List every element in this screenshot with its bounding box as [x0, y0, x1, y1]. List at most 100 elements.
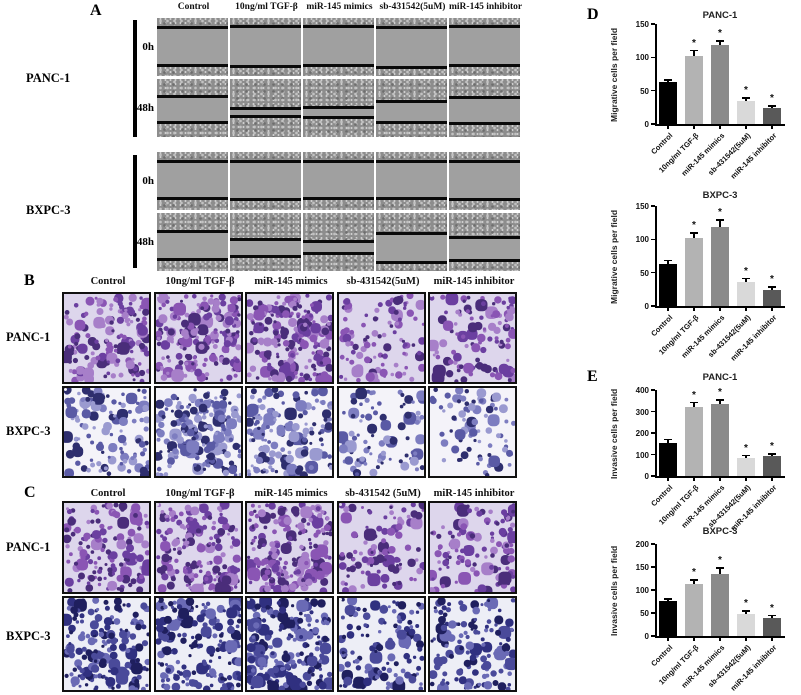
panc1-bracket [133, 20, 137, 137]
error-bar-cap [768, 105, 776, 107]
significance-star: * [718, 387, 722, 399]
wound-edge-line [303, 197, 374, 200]
chart-title: BXPC-3 [702, 190, 738, 201]
stained-cells-texture [430, 503, 433, 506]
cell-layer-bottom [449, 201, 520, 210]
error-bar-stem [719, 568, 721, 574]
x-axis [655, 124, 785, 126]
invasion-image [62, 501, 151, 594]
y-tick-label: 150 [635, 20, 649, 29]
wound-image [449, 152, 520, 210]
y-tick-label: 200 [635, 540, 649, 549]
cell-line-label: PANC-1 [6, 330, 51, 344]
cell-layer-bottom [303, 255, 374, 271]
significance-star: * [770, 441, 774, 453]
stained-cells-texture [156, 294, 159, 297]
wound-image [157, 79, 228, 137]
migration-image [428, 386, 517, 478]
error-bar-cap [690, 579, 698, 581]
x-tick-mark [667, 307, 669, 311]
stained-cells-texture [64, 503, 67, 506]
cell-layer-top [230, 18, 301, 25]
cell-line-label: BXPC-3 [6, 629, 51, 643]
condition-header: 10ng/ml TGF-β [165, 488, 235, 499]
migration-image [337, 386, 426, 478]
cell-layer-top [157, 152, 228, 160]
wound-edge-line [157, 197, 228, 200]
invasion-image [428, 501, 517, 594]
migration-image [154, 292, 243, 384]
condition-header: sb-431542(5uM) [346, 276, 420, 287]
cell-line-label: BXPC-3 [26, 203, 71, 217]
bar [737, 100, 755, 124]
stained-cells-texture [430, 598, 433, 601]
wound-image [230, 152, 301, 210]
cell-layer-bottom [376, 124, 447, 137]
stained-cells-texture [339, 598, 342, 601]
wound-image [376, 18, 447, 76]
invasion-image [245, 501, 334, 594]
cell-layer-bottom [157, 67, 228, 76]
wound-edge-line [449, 96, 520, 99]
x-tick-mark [667, 125, 669, 129]
migration-image [62, 292, 151, 384]
wound-edge-line [376, 232, 447, 235]
bar [711, 45, 729, 124]
y-tick-mark [651, 635, 655, 637]
error-bar-cap [690, 49, 698, 52]
x-tick-mark [771, 637, 773, 641]
y-tick-mark [651, 205, 655, 207]
wound-edge-line [157, 64, 228, 67]
y-tick-label: 0 [644, 472, 649, 481]
y-tick-mark [651, 566, 655, 568]
error-bar-cap [664, 438, 672, 441]
bar-chart: PANC-1 Invasive cells per field 0 100 200 300… [581, 366, 801, 548]
cell-layer-bottom [449, 125, 520, 137]
error-bar-stem [745, 455, 747, 458]
x-axis [655, 476, 785, 478]
error-bar-cap [664, 79, 672, 81]
cell-line-label: PANC-1 [6, 540, 51, 554]
wound-image [303, 213, 374, 271]
wound-edge-line [303, 116, 374, 119]
migration-image [245, 292, 334, 384]
significance-star: * [692, 37, 696, 49]
condition-header: miR-145 mimics [306, 2, 373, 12]
significance-star: * [770, 274, 774, 286]
bar [763, 617, 781, 636]
error-bar-cap [768, 286, 776, 288]
migration-image [245, 386, 334, 478]
x-tick-mark [667, 477, 669, 481]
cell-line-label: BXPC-3 [6, 424, 51, 438]
wound-edge-line [449, 64, 520, 67]
stained-cells-texture [64, 294, 67, 297]
error-bar-stem [745, 278, 747, 282]
y-tick-label: 200 [635, 429, 649, 438]
condition-header: 10ng/ml TGF-β [235, 2, 298, 12]
y-tick-label: 150 [635, 563, 649, 572]
bar [711, 573, 729, 636]
condition-header: 10ng/ml TGF-β [165, 276, 235, 287]
error-bar-cap [742, 97, 750, 99]
x-tick-mark [719, 307, 721, 311]
bar-chart: PANC-1 Migrative cells per field 0 50 100 150… [581, 4, 801, 186]
cell-layer-top [376, 18, 447, 26]
cell-layer-bottom [230, 68, 301, 76]
y-tick-mark [651, 56, 655, 59]
y-axis-label: Invasive cells per field [609, 545, 619, 637]
cell-layer-top [449, 152, 520, 160]
stained-cells-texture [64, 598, 67, 601]
condition-header: sb-431542(5uM) [379, 2, 446, 12]
stained-cells-texture [339, 388, 342, 391]
migration-image [154, 386, 243, 478]
cell-layer-top [376, 152, 447, 160]
cell-layer-top [303, 152, 374, 160]
cell-layer-top [376, 213, 447, 232]
significance-star: * [744, 442, 748, 454]
wound-edge-line [376, 261, 447, 264]
stained-cells-texture [430, 294, 433, 297]
chart-title: BXPC-3 [702, 526, 738, 537]
stained-cells-texture [247, 503, 250, 506]
cell-layer-bottom [303, 67, 374, 76]
